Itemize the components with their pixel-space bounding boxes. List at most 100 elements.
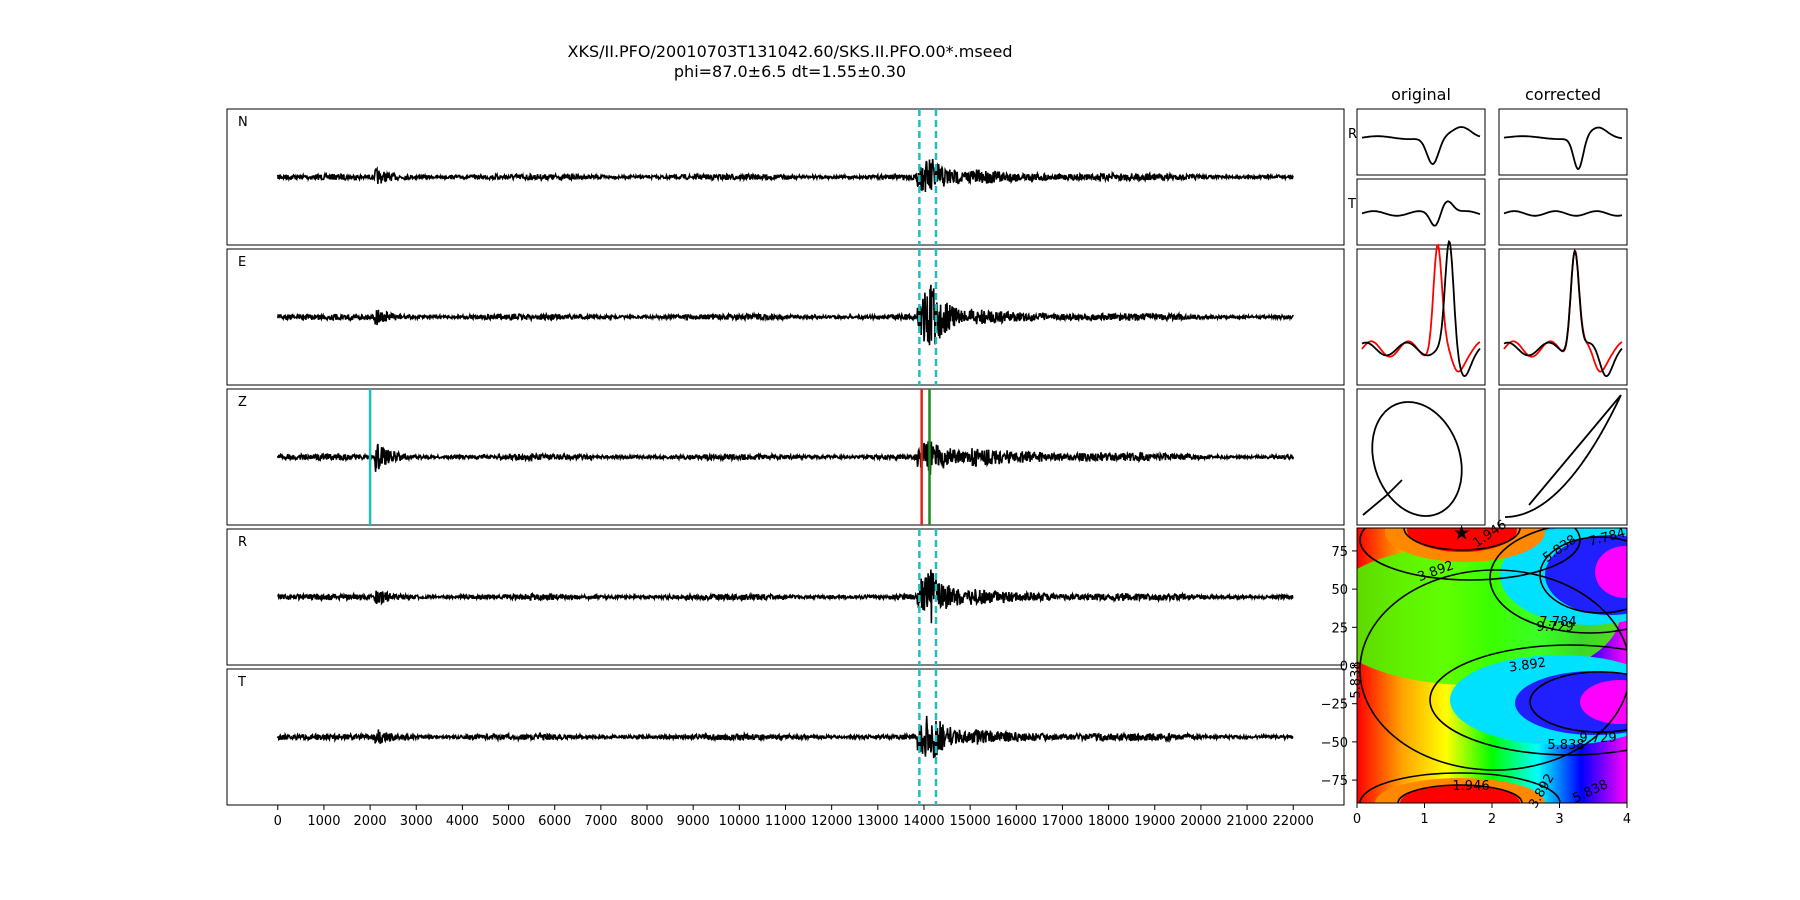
trace-panel-n: N — [226, 108, 1345, 246]
panel-frame — [1356, 388, 1486, 526]
column-title-corrected: corrected — [1525, 85, 1601, 104]
trace-panel-r: R — [226, 528, 1345, 666]
panel-original-3 — [1356, 388, 1486, 526]
contour-bottom-2 — [1359, 772, 1561, 803]
contour-center — [1359, 569, 1627, 771]
seismogram-traces: N E Z R T — [226, 108, 1345, 806]
panel-frame — [1498, 388, 1628, 526]
x-tick-label: 16000 — [996, 814, 1037, 829]
contour-bottom-1 — [1397, 784, 1523, 803]
trace-frame-e — [226, 248, 1345, 386]
contour-top-2 — [1359, 528, 1581, 581]
x-tick-label: 10000 — [719, 814, 760, 829]
panel-original-2 — [1356, 239, 1486, 386]
trace-frame-z — [226, 388, 1345, 526]
panel-frame — [1498, 248, 1628, 386]
panel-frame — [1356, 248, 1486, 386]
x-tick-label: 11000 — [765, 814, 806, 829]
surface-zone-magenta-upper — [1595, 546, 1627, 598]
trace-line-z — [277, 441, 1294, 475]
surface-axes: 0 1 2 3 4 75 50 25 0 −25 −50 −75 — [1321, 545, 1632, 827]
contour-label: 3.892 — [1508, 656, 1547, 676]
panel-corrected-1 — [1498, 178, 1628, 246]
trace-label-r: R — [238, 535, 247, 550]
contour-label: 7.784 — [1539, 615, 1576, 630]
x-tick-label: 8000 — [630, 814, 663, 829]
x-tick-label: 15000 — [949, 814, 990, 829]
trace-line-n — [277, 159, 1294, 193]
waveform-black — [1361, 239, 1481, 378]
trace-frame-n — [226, 108, 1345, 246]
particle-motion-path — [1362, 401, 1463, 517]
trace-label-n: N — [238, 115, 248, 130]
surface-y-tick-label: −25 — [1321, 698, 1348, 713]
x-tick-label: 22000 — [1273, 814, 1314, 829]
radial-wave — [1503, 126, 1623, 170]
trace-label-z: Z — [238, 395, 247, 410]
transverse-wave — [1503, 210, 1623, 217]
contour-label: 9.729 — [1536, 620, 1573, 635]
surface-zone-red-top — [1407, 528, 1517, 552]
surface-x-tick-label: 1 — [1420, 812, 1428, 827]
panel-original-0 — [1356, 108, 1486, 176]
x-tick-label: 17000 — [1042, 814, 1083, 829]
x-tick-label: 18000 — [1088, 814, 1129, 829]
panel-frame — [1498, 108, 1628, 176]
x-tick-label: 20000 — [1180, 814, 1221, 829]
particle-motion-panels — [1356, 108, 1628, 526]
trace-panel-t: T — [226, 668, 1345, 806]
surface-x-tick-label: 2 — [1488, 812, 1496, 827]
panel-corrected-3 — [1498, 388, 1628, 526]
surface-y-tick-label: 50 — [1331, 583, 1348, 598]
x-tick-label: 21000 — [1226, 814, 1267, 829]
surface-zone-magenta-lower — [1580, 680, 1627, 724]
x-tick-label: 19000 — [1134, 814, 1175, 829]
transverse-wave — [1361, 200, 1481, 227]
x-tick-label: 3000 — [400, 814, 433, 829]
x-tick-label: 2000 — [354, 814, 387, 829]
waveform-black — [1503, 248, 1623, 378]
trace-panel-z: Z — [226, 388, 1345, 526]
trace-line-t — [277, 715, 1294, 759]
x-tick-label: 4000 — [446, 814, 479, 829]
surface-contours — [1359, 528, 1627, 803]
column-title-original: original — [1391, 85, 1451, 104]
x-tick-label: 14000 — [903, 814, 944, 829]
surface-x-tick-label: 4 — [1623, 812, 1631, 827]
surface-x-tick-label: 0 — [1353, 812, 1361, 827]
x-tick-label: 12000 — [811, 814, 852, 829]
trace-frame-r — [226, 528, 1345, 666]
x-tick-label: 9000 — [677, 814, 710, 829]
x-tick-label: 5000 — [492, 814, 525, 829]
trace-label-e: E — [238, 255, 246, 270]
contour-top-1 — [1403, 528, 1521, 551]
panel-corrected-2 — [1498, 248, 1628, 386]
panel-frame — [1356, 108, 1486, 176]
panel-frame — [1498, 178, 1628, 246]
time-axis: 0 1000 2000 3000 4000 5000 6000 7000 8000 9000 100… — [274, 805, 1314, 829]
contour-label: 1.946 — [1452, 779, 1489, 794]
surface-y-tick-label: −50 — [1321, 736, 1348, 751]
surface-y-tick-label: 0 — [1340, 660, 1348, 675]
x-tick-label: 6000 — [538, 814, 571, 829]
radial-wave — [1361, 126, 1481, 165]
particle-motion-path — [1505, 394, 1622, 518]
trace-panel-e: E — [226, 248, 1345, 386]
contour-lower-outer — [1429, 644, 1627, 756]
contour-label: 9.729 — [1579, 731, 1616, 746]
surface-x-tick-label: 3 — [1555, 812, 1563, 827]
figure-title-line1: XKS/II.PFO/20010703T131042.60/SKS.II.PFO… — [568, 42, 1013, 61]
panel-original-1 — [1356, 178, 1486, 246]
contour-label: 5.838 — [1547, 738, 1584, 753]
surface-y-tick-label: 25 — [1331, 621, 1348, 636]
row-label-r: R — [1348, 127, 1357, 142]
x-tick-label: 1000 — [307, 814, 340, 829]
trace-line-e — [277, 284, 1294, 346]
surface-zone-red-bottom — [1400, 785, 1520, 803]
surface-y-tick-label: 75 — [1331, 545, 1348, 560]
trace-label-t: T — [237, 675, 246, 690]
trace-line-r — [277, 569, 1294, 624]
x-tick-label: 7000 — [584, 814, 617, 829]
